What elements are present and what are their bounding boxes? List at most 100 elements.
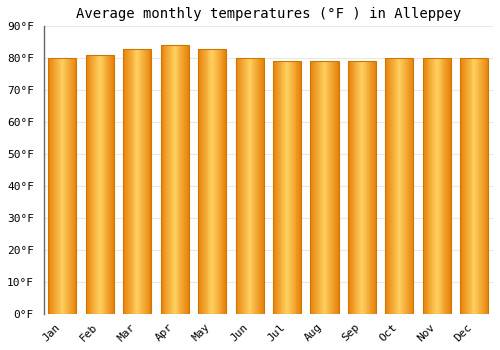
Bar xyxy=(185,46,186,314)
Bar xyxy=(286,62,287,314)
Bar xyxy=(428,58,430,314)
Bar xyxy=(483,58,484,314)
Bar xyxy=(292,62,294,314)
Bar xyxy=(182,46,183,314)
Bar xyxy=(435,58,436,314)
Bar xyxy=(55,58,56,314)
Bar xyxy=(335,62,336,314)
Bar xyxy=(433,58,434,314)
Bar xyxy=(101,55,102,314)
Bar xyxy=(92,55,94,314)
Bar xyxy=(478,58,479,314)
Bar xyxy=(206,49,208,314)
Bar xyxy=(426,58,428,314)
Bar xyxy=(136,49,138,314)
Bar xyxy=(336,62,338,314)
Bar xyxy=(403,58,404,314)
Bar xyxy=(285,62,286,314)
Bar xyxy=(368,62,370,314)
Bar xyxy=(430,58,432,314)
Bar xyxy=(410,58,412,314)
Bar xyxy=(273,62,274,314)
Bar xyxy=(390,58,391,314)
Bar xyxy=(202,49,203,314)
Bar xyxy=(246,58,247,314)
Bar xyxy=(393,58,394,314)
Bar xyxy=(52,58,53,314)
Bar xyxy=(60,58,62,314)
Bar xyxy=(480,58,481,314)
Bar xyxy=(113,55,114,314)
Bar xyxy=(183,46,184,314)
Bar xyxy=(366,62,368,314)
Bar xyxy=(204,49,206,314)
Bar xyxy=(241,58,242,314)
Bar xyxy=(439,58,440,314)
Bar xyxy=(389,58,390,314)
Bar xyxy=(258,58,259,314)
Bar xyxy=(312,62,314,314)
Bar xyxy=(111,55,112,314)
Bar xyxy=(277,62,278,314)
Bar xyxy=(168,46,169,314)
Bar xyxy=(160,46,162,314)
Bar xyxy=(222,49,224,314)
Bar xyxy=(446,58,447,314)
Bar xyxy=(250,58,252,314)
Bar xyxy=(476,58,477,314)
Bar xyxy=(290,62,291,314)
Bar xyxy=(331,62,332,314)
Bar xyxy=(386,58,413,314)
Bar xyxy=(287,62,288,314)
Bar xyxy=(236,58,238,314)
Bar xyxy=(314,62,315,314)
Bar xyxy=(356,62,358,314)
Bar xyxy=(289,62,290,314)
Bar xyxy=(317,62,318,314)
Bar xyxy=(330,62,331,314)
Bar xyxy=(210,49,212,314)
Bar xyxy=(291,62,292,314)
Bar xyxy=(361,62,362,314)
Bar xyxy=(404,58,405,314)
Bar xyxy=(134,49,136,314)
Bar xyxy=(252,58,254,314)
Bar xyxy=(280,62,281,314)
Bar xyxy=(217,49,218,314)
Bar xyxy=(88,55,90,314)
Bar xyxy=(212,49,213,314)
Bar xyxy=(470,58,472,314)
Bar xyxy=(106,55,108,314)
Bar xyxy=(261,58,262,314)
Bar xyxy=(321,62,322,314)
Bar xyxy=(328,62,329,314)
Bar xyxy=(123,49,124,314)
Bar xyxy=(412,58,414,314)
Bar xyxy=(448,58,449,314)
Bar xyxy=(400,58,402,314)
Bar xyxy=(200,49,201,314)
Bar xyxy=(141,49,142,314)
Bar xyxy=(72,58,74,314)
Bar xyxy=(461,58,462,314)
Bar xyxy=(243,58,244,314)
Bar xyxy=(90,55,92,314)
Bar xyxy=(408,58,409,314)
Bar xyxy=(259,58,260,314)
Bar xyxy=(294,62,296,314)
Bar xyxy=(65,58,66,314)
Bar xyxy=(409,58,410,314)
Bar xyxy=(54,58,55,314)
Bar xyxy=(334,62,335,314)
Bar xyxy=(167,46,168,314)
Bar xyxy=(201,49,202,314)
Bar xyxy=(150,49,152,314)
Bar xyxy=(300,62,301,314)
Bar xyxy=(332,62,333,314)
Bar xyxy=(406,58,407,314)
Bar xyxy=(109,55,110,314)
Bar xyxy=(51,58,52,314)
Bar xyxy=(442,58,444,314)
Bar xyxy=(236,58,264,314)
Bar xyxy=(102,55,104,314)
